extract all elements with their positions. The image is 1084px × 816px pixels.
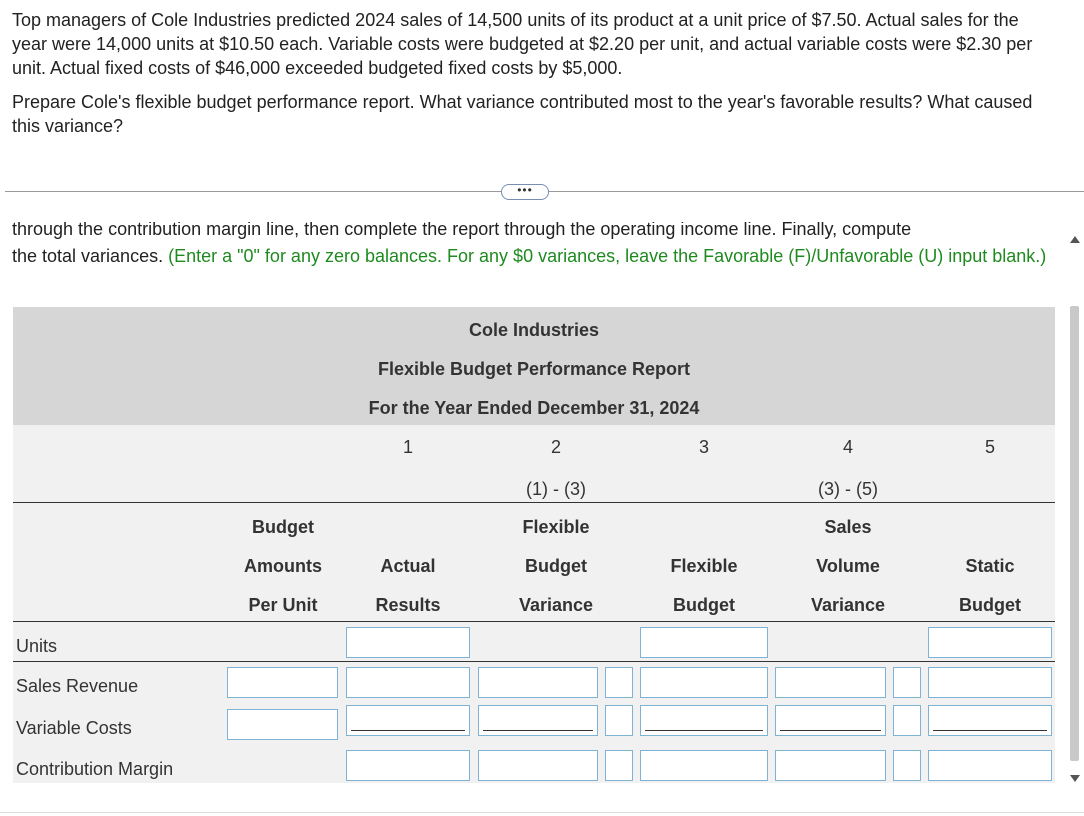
cm-volume-variance-fu-input[interactable] — [893, 750, 921, 781]
hdr-budget-3: Per Unit — [248, 595, 318, 615]
hdr-budget-2: Amounts — [244, 556, 322, 576]
varcost-flex-budget-input[interactable] — [640, 705, 768, 736]
report-period: For the Year Ended December 31, 2024 — [368, 398, 700, 418]
report-heading: Cole Industries Flexible Budget Performa… — [13, 307, 1055, 425]
varcost-flex-variance-input[interactable] — [478, 705, 598, 736]
col-number-1: 1 — [402, 437, 413, 457]
hdr-flexvar-1: Flexible — [522, 517, 590, 537]
sales-actual-input[interactable] — [346, 667, 470, 698]
report-company: Cole Industries — [468, 320, 600, 340]
row-label-units: Units — [16, 636, 58, 656]
expand-button[interactable]: ••• — [501, 184, 549, 200]
col-number-3: 3 — [698, 437, 709, 457]
instructions-hint: (Enter a "0" for any zero balances. For … — [168, 246, 1047, 266]
hdr-flexvar-3: Variance — [518, 595, 594, 615]
cm-actual-input[interactable] — [346, 750, 470, 781]
hdr-static-1: Static — [965, 556, 1015, 576]
row-label-sales-revenue: Sales Revenue — [16, 676, 139, 696]
varcost-per-unit-input[interactable] — [227, 709, 338, 740]
units-rule — [13, 661, 1055, 662]
cm-flex-variance-fu-input[interactable] — [605, 750, 633, 781]
cm-static-budget-input[interactable] — [928, 750, 1052, 781]
cm-volume-variance-input[interactable] — [775, 750, 886, 781]
scroll-up-arrow-icon[interactable] — [1070, 236, 1080, 243]
hdr-flex-2: Budget — [673, 595, 735, 615]
sales-static-budget-input[interactable] — [928, 667, 1052, 698]
col-number-4: 4 — [842, 437, 853, 457]
hdr-flexvar-2: Budget — [525, 556, 587, 576]
col-number-5: 5 — [984, 437, 995, 457]
scroll-down-arrow-icon[interactable] — [1070, 775, 1080, 782]
varcost-volume-variance-input[interactable] — [775, 705, 886, 736]
hdr-actual-1: Actual — [380, 556, 436, 576]
col-number-2: 2 — [550, 437, 561, 457]
sales-volume-variance-input[interactable] — [775, 667, 886, 698]
scrollbar-thumb[interactable] — [1070, 306, 1079, 761]
varcost-actual-input[interactable] — [346, 705, 470, 736]
hdr-salesvar-1: Sales — [824, 517, 872, 537]
problem-paragraph-1: Top managers of Cole Industries predicte… — [12, 10, 1033, 78]
col-formula-2: (1) - (3) — [526, 479, 586, 499]
problem-text: Top managers of Cole Industries predicte… — [12, 8, 1052, 148]
sales-flex-variance-input[interactable] — [478, 667, 598, 698]
instructions: through the contribution margin line, th… — [12, 222, 1052, 269]
cm-flex-variance-input[interactable] — [478, 750, 598, 781]
hdr-salesvar-2: Volume — [816, 556, 880, 576]
sales-volume-variance-fu-input[interactable] — [893, 667, 921, 698]
sales-per-unit-input[interactable] — [227, 667, 338, 698]
varcost-volume-variance-fu-input[interactable] — [893, 705, 921, 736]
varcost-static-budget-input[interactable] — [928, 705, 1052, 736]
units-actual-input[interactable] — [346, 627, 470, 658]
instructions-line-2: the total variances. — [12, 246, 164, 266]
row-label-contribution-margin: Contribution Margin — [16, 759, 174, 779]
units-flex-budget-input[interactable] — [640, 627, 768, 658]
hdr-actual-2: Results — [375, 595, 441, 615]
varcost-flex-variance-fu-input[interactable] — [605, 705, 633, 736]
bottom-divider — [0, 812, 1084, 813]
hdr-flex-1: Flexible — [670, 556, 738, 576]
problem-paragraph-2: Prepare Cole's flexible budget performan… — [12, 92, 1033, 136]
header-rule-bottom — [13, 621, 1055, 622]
report-title: Flexible Budget Performance Report — [377, 359, 691, 379]
sales-flex-variance-fu-input[interactable] — [605, 667, 633, 698]
cm-flex-budget-input[interactable] — [640, 750, 768, 781]
sales-flex-budget-input[interactable] — [640, 667, 768, 698]
header-rule-top — [13, 502, 1055, 503]
row-label-variable-costs: Variable Costs — [16, 718, 132, 738]
col-formula-4: (3) - (5) — [818, 479, 878, 499]
hdr-salesvar-3: Variance — [810, 595, 886, 615]
instructions-cut-line: through the contribution margin line, th… — [12, 222, 912, 239]
hdr-static-2: Budget — [959, 595, 1021, 615]
units-static-budget-input[interactable] — [928, 627, 1052, 658]
hdr-budget-1: Budget — [252, 517, 314, 537]
